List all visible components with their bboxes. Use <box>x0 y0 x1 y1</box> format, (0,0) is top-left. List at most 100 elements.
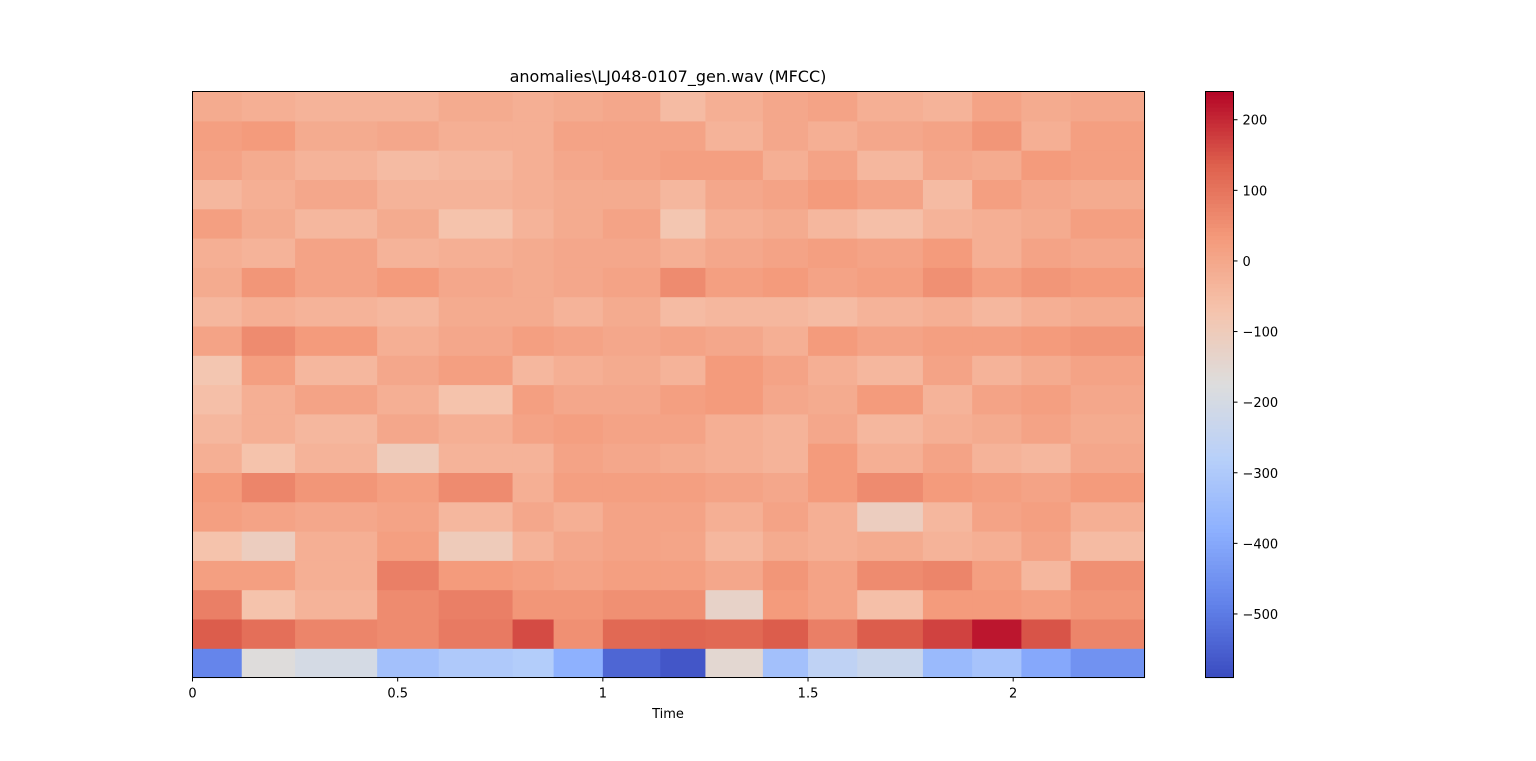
colorbar-segment <box>1205 400 1234 406</box>
colorbar-segment <box>1205 352 1234 358</box>
heatmap-cell <box>241 413 296 444</box>
heatmap-cell <box>602 618 661 649</box>
heatmap-cell <box>295 179 378 210</box>
colorbar-segment <box>1205 537 1234 542</box>
colorbar <box>1205 91 1234 679</box>
heatmap-cell <box>295 648 378 679</box>
heatmap-cell <box>1021 648 1072 679</box>
heatmap-cell <box>1021 150 1072 180</box>
colorbar-segment <box>1205 581 1234 586</box>
colorbar-segment <box>1205 211 1234 217</box>
heatmap-cell <box>241 560 296 591</box>
colorbar-segment <box>1205 244 1234 249</box>
heatmap-cell <box>602 208 661 239</box>
colorbar-segment <box>1205 280 1234 285</box>
heatmap-cell <box>1021 589 1072 620</box>
colorbar-segment <box>1205 191 1234 197</box>
heatmap-cell <box>295 413 378 444</box>
heatmap-cell <box>857 120 924 151</box>
heatmap-cell <box>602 120 661 151</box>
heatmap-cell <box>1021 501 1072 532</box>
heatmap-cell <box>553 238 604 268</box>
heatmap-cell <box>660 91 707 122</box>
heatmap-cell <box>438 150 514 180</box>
x-tick-label: 1.5 <box>798 687 819 702</box>
heatmap-cell <box>705 91 764 122</box>
heatmap-cell <box>660 238 707 268</box>
colorbar-segment <box>1205 103 1234 109</box>
colorbar-segment <box>1205 356 1234 362</box>
heatmap-cell <box>762 238 809 268</box>
heatmap-cell <box>438 589 514 620</box>
colorbar-segment <box>1205 657 1234 663</box>
heatmap-cell <box>705 296 764 327</box>
colorbar-segment <box>1205 360 1234 366</box>
colorbar-tick-label: −300 <box>1243 467 1279 482</box>
colorbar-segment <box>1205 300 1234 305</box>
heatmap-cell <box>1070 472 1146 503</box>
heatmap-cell <box>972 179 1022 210</box>
colorbar-segment <box>1205 653 1234 659</box>
colorbar-segment <box>1205 456 1234 462</box>
heatmap-cell <box>922 267 973 298</box>
heatmap-cell <box>512 589 555 620</box>
heatmap-cell <box>1070 267 1146 298</box>
heatmap-cell <box>857 179 924 210</box>
heatmap-cell <box>857 589 924 620</box>
colorbar-segment <box>1205 601 1234 606</box>
heatmap-cell <box>922 531 973 561</box>
heatmap-cell <box>1021 531 1072 561</box>
heatmap-cell <box>808 267 858 298</box>
heatmap-cell <box>922 589 973 620</box>
heatmap-cell <box>438 120 514 151</box>
heatmap-cell <box>922 355 973 386</box>
heatmap-cell <box>553 91 604 122</box>
colorbar-segment <box>1205 332 1234 337</box>
heatmap-cell <box>808 296 858 327</box>
heatmap-cell <box>241 296 296 327</box>
colorbar-segment <box>1205 545 1234 550</box>
heatmap-cell <box>438 296 514 327</box>
heatmap-cell <box>602 443 661 473</box>
colorbar-segment <box>1205 131 1234 137</box>
colorbar-segment <box>1205 328 1234 333</box>
heatmap-cell <box>1070 355 1146 386</box>
heatmap-cell <box>438 179 514 210</box>
heatmap-cell <box>377 501 440 532</box>
colorbar-segment <box>1205 436 1234 442</box>
heatmap-cell <box>808 384 858 415</box>
heatmap-cell <box>808 589 858 620</box>
colorbar-segment <box>1205 203 1234 209</box>
colorbar-segment <box>1205 484 1234 490</box>
heatmap-cell <box>808 355 858 386</box>
heatmap-cell <box>553 325 604 356</box>
heatmap-cell <box>808 208 858 239</box>
heatmap-cell <box>192 531 243 561</box>
colorbar-segment <box>1205 296 1234 301</box>
heatmap-cell <box>857 296 924 327</box>
heatmap-cell <box>705 618 764 649</box>
colorbar-segment <box>1205 541 1234 546</box>
heatmap-cell <box>660 443 707 473</box>
heatmap-cell <box>922 120 973 151</box>
heatmap-cell <box>192 501 243 532</box>
heatmap-cell <box>295 589 378 620</box>
heatmap-cell <box>377 648 440 679</box>
heatmap-cell <box>241 208 296 239</box>
heatmap-cell <box>808 413 858 444</box>
heatmap-cell <box>295 384 378 415</box>
heatmap-cell <box>241 150 296 180</box>
heatmap-cell <box>972 443 1022 473</box>
heatmap-cell <box>512 648 555 679</box>
heatmap-cell <box>377 355 440 386</box>
colorbar-segment <box>1205 649 1234 655</box>
heatmap-cell <box>1070 179 1146 210</box>
heatmap-cell <box>602 355 661 386</box>
x-tick-label: 0 <box>188 687 196 702</box>
colorbar-segment <box>1205 99 1234 105</box>
heatmap-cell <box>1070 296 1146 327</box>
colorbar-segment <box>1205 468 1234 474</box>
colorbar-segment <box>1205 284 1234 289</box>
heatmap-cell <box>512 560 555 591</box>
heatmap-cell <box>1070 238 1146 268</box>
